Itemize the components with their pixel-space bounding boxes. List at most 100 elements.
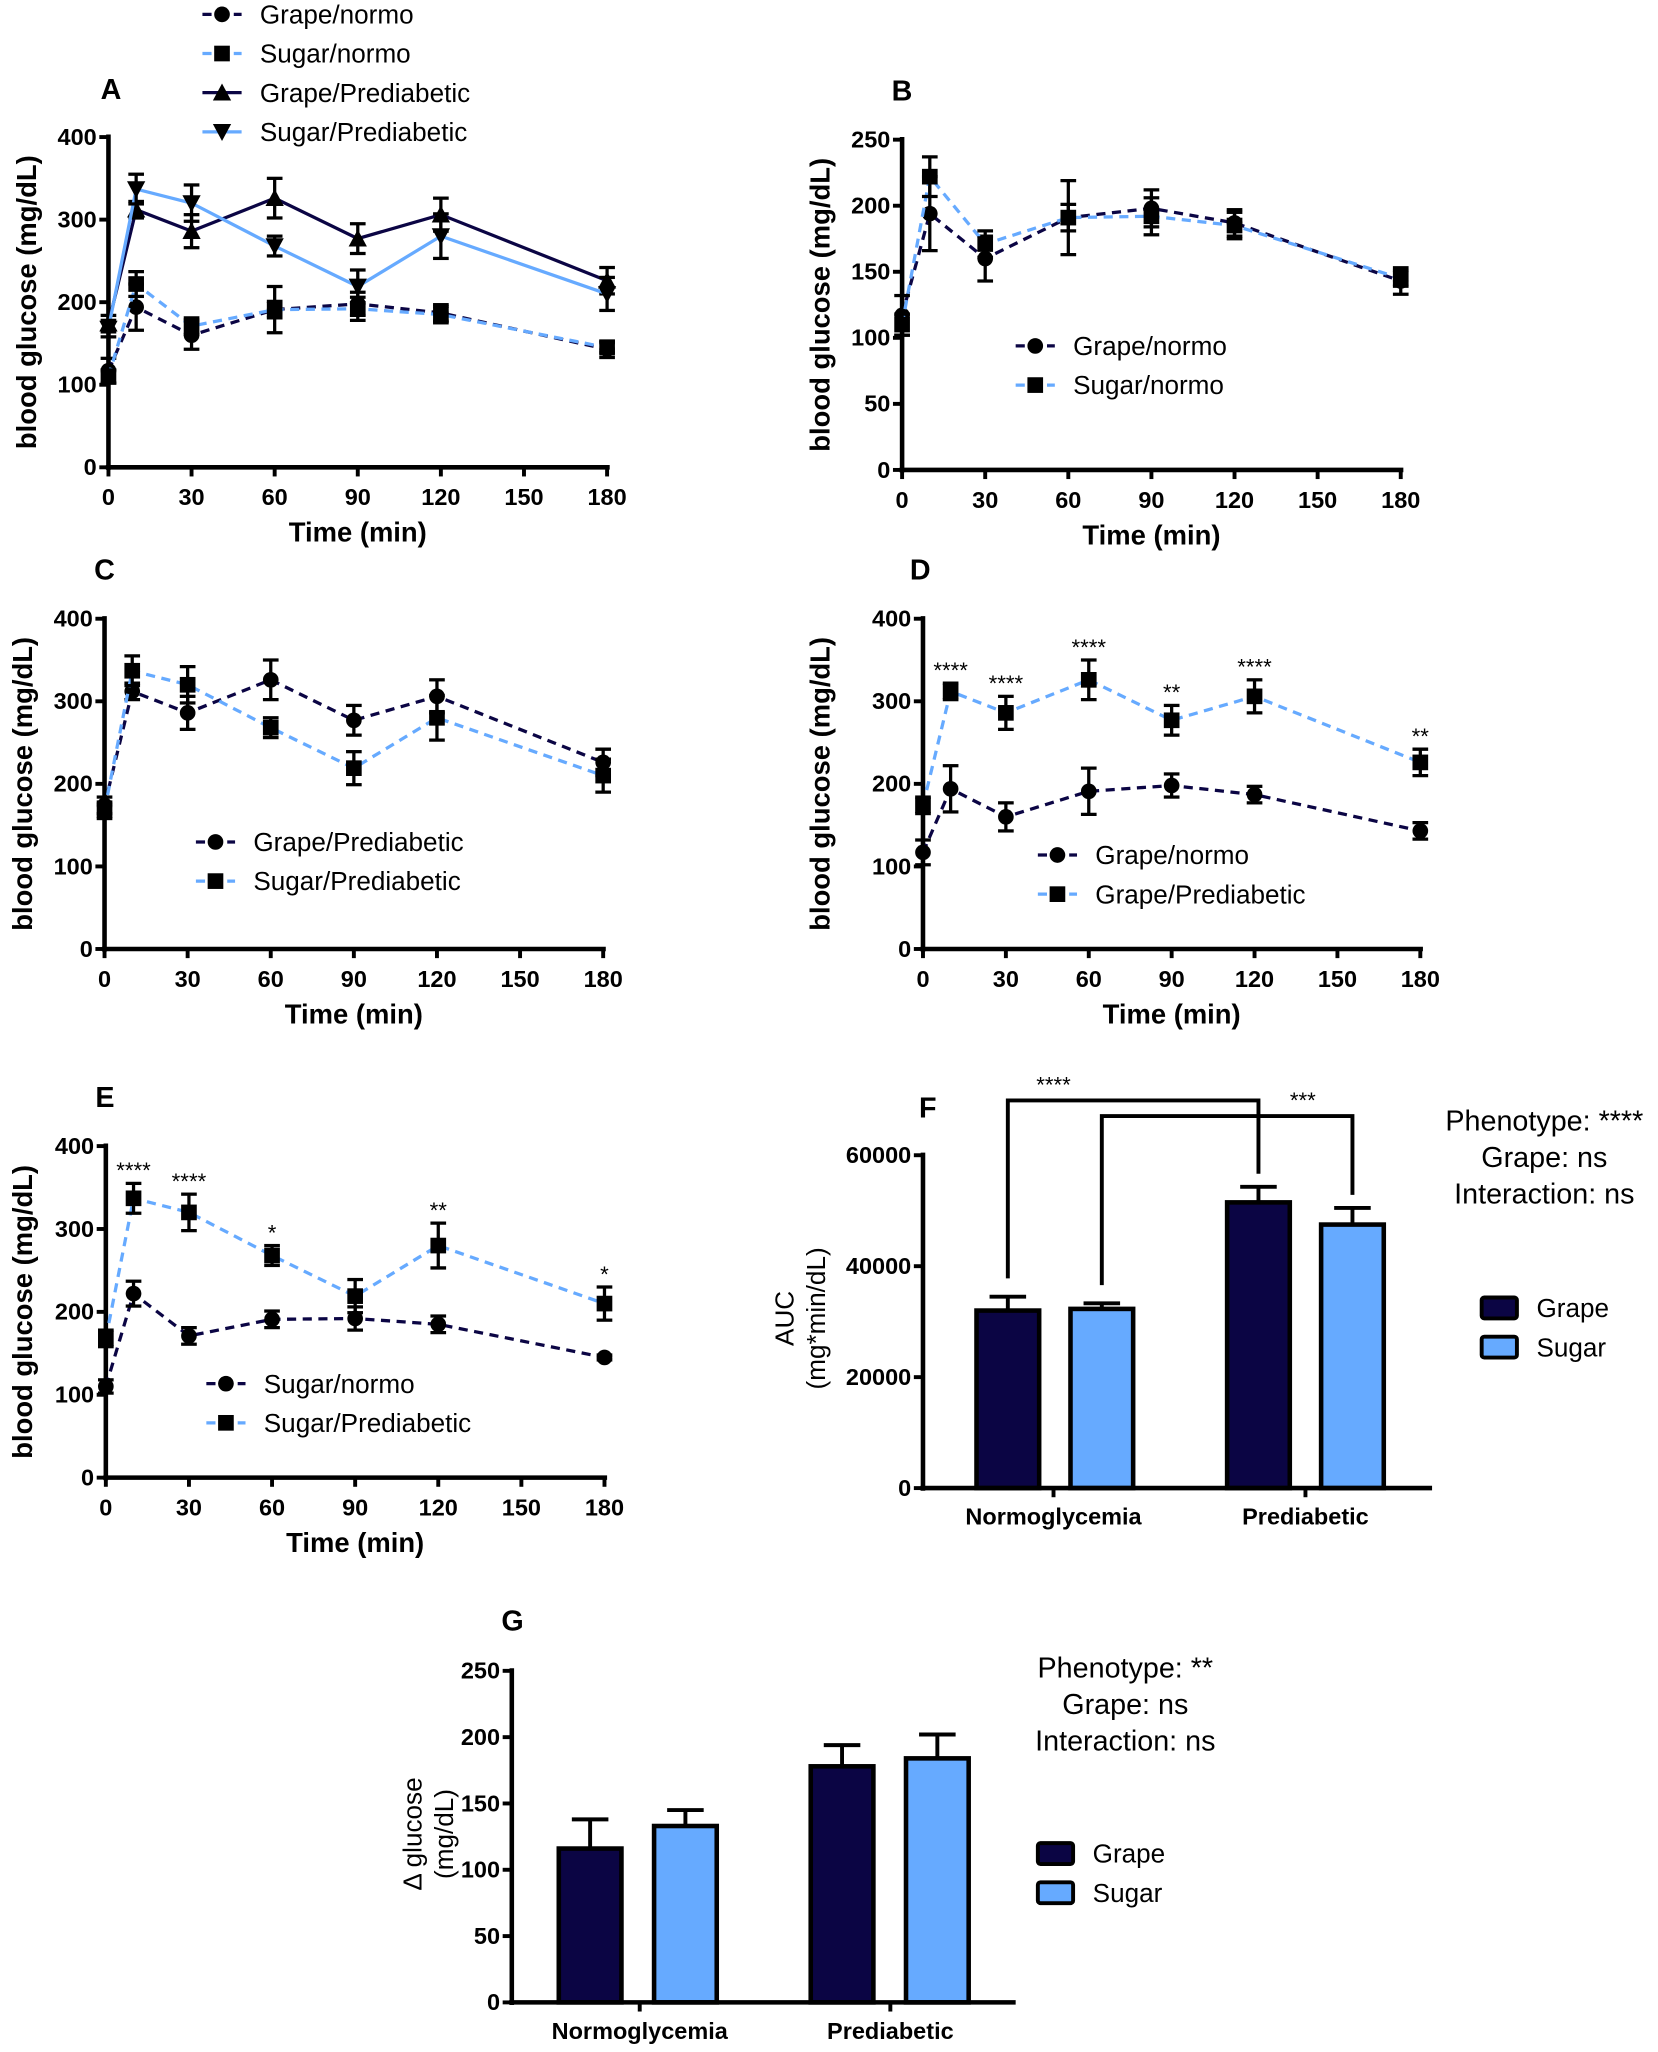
marker-circle bbox=[430, 1316, 447, 1333]
legend-label: Grape/Prediabetic bbox=[253, 827, 463, 857]
panel-g: G Grape Sugar 0 50 100 150 200 250 Normoglycemia P… bbox=[398, 1605, 1216, 2044]
legend-item: Grape/normo bbox=[1015, 331, 1227, 361]
marker-circle bbox=[1163, 777, 1180, 794]
x-tick-label: 0 bbox=[99, 1495, 112, 1521]
category-label: Normoglycemia bbox=[965, 1504, 1142, 1530]
y-tick-label: 200 bbox=[851, 193, 890, 219]
legend-label: Grape/normo bbox=[1073, 331, 1227, 361]
marker-square bbox=[1246, 688, 1263, 705]
bar bbox=[974, 1308, 1042, 1491]
panel-c: C 0 30 60 90 120 150 180 0 100 200 300 400 Time (min)… bbox=[7, 555, 623, 1030]
y-tick-label: 100 bbox=[55, 1382, 94, 1408]
x-axis-title: Time (min) bbox=[286, 1527, 424, 1558]
panel-f: F Grape Sugar 0 20000 40000 60000 Normoglycemia… bbox=[770, 1073, 1644, 1530]
x-tick-label: 30 bbox=[972, 487, 998, 513]
marker-square bbox=[1392, 270, 1409, 287]
x-tick-label: 0 bbox=[896, 487, 909, 513]
marker-circle bbox=[346, 712, 362, 729]
y-axis-title: blood glucose (mg/dL) bbox=[11, 155, 42, 449]
marker-square bbox=[894, 316, 910, 333]
marker-circle bbox=[915, 844, 931, 861]
series-0 bbox=[96, 658, 612, 816]
marker-square bbox=[1049, 886, 1066, 902]
x-tick-label: 30 bbox=[176, 1495, 202, 1521]
y-tick-label: 200 bbox=[872, 771, 911, 797]
y-tick-label: 0 bbox=[898, 1475, 911, 1501]
y-tick-label: 400 bbox=[55, 1133, 94, 1159]
marker-square bbox=[1163, 712, 1180, 729]
x-tick-label: 120 bbox=[1215, 487, 1254, 513]
marker-triangle-up bbox=[212, 83, 232, 101]
x-tick-label: 90 bbox=[1138, 487, 1164, 513]
y-tick-label: 100 bbox=[54, 853, 93, 879]
series-0 bbox=[98, 1279, 613, 1395]
marker-square bbox=[125, 1190, 142, 1207]
x-tick-label: 120 bbox=[421, 484, 460, 510]
marker-square bbox=[218, 1414, 234, 1431]
bar bbox=[903, 1756, 971, 2005]
y-tick-label: 0 bbox=[81, 1464, 94, 1490]
marker-circle bbox=[128, 299, 144, 315]
marker-triangle-down bbox=[348, 278, 367, 296]
y-tick-label: 250 bbox=[851, 127, 890, 153]
legend-label: Sugar/Prediabetic bbox=[264, 1408, 471, 1438]
y-tick-label: 100 bbox=[872, 853, 911, 879]
x-tick-label: 30 bbox=[178, 484, 204, 510]
y-tick-label: 300 bbox=[58, 206, 97, 232]
y-axis-title: Δ glucose bbox=[398, 1777, 428, 1890]
legend-label: Grape bbox=[1093, 1839, 1166, 1869]
marker-circle bbox=[1049, 847, 1066, 863]
x-tick-label: 150 bbox=[1298, 487, 1337, 513]
marker-square bbox=[183, 318, 200, 334]
legend-item: Grape/Prediabetic bbox=[202, 78, 470, 108]
legend-swatch bbox=[1035, 1841, 1076, 1866]
y-tick-label: 150 bbox=[851, 259, 890, 285]
marker-circle bbox=[1412, 823, 1429, 839]
legend-label: Grape/Prediabetic bbox=[260, 78, 470, 108]
y-tick-label: 50 bbox=[474, 1923, 500, 1949]
marker-circle bbox=[921, 205, 938, 222]
marker-square bbox=[596, 1295, 613, 1312]
y-tick-label: 300 bbox=[55, 1216, 94, 1242]
x-tick-label: 180 bbox=[587, 484, 626, 510]
stats-text: Interaction: ns bbox=[1035, 1725, 1215, 1757]
significance-label: **** bbox=[172, 1169, 207, 1194]
legend-item: Grape/Prediabetic bbox=[195, 827, 464, 857]
legend-label: Sugar/normo bbox=[264, 1369, 415, 1399]
marker-square bbox=[128, 276, 144, 292]
marker-square bbox=[1080, 671, 1097, 688]
marker-square bbox=[977, 236, 994, 252]
x-tick-label: 150 bbox=[502, 1495, 541, 1521]
y-tick-label: 100 bbox=[851, 325, 890, 351]
x-tick-label: 90 bbox=[341, 966, 367, 992]
y-tick-label: 100 bbox=[461, 1857, 500, 1883]
legend-label: Sugar bbox=[1536, 1332, 1606, 1362]
panel-letter: C bbox=[94, 555, 115, 587]
legend-item: Sugar/normo bbox=[1015, 370, 1224, 400]
legend-label: Grape bbox=[1536, 1293, 1609, 1323]
marker-square bbox=[1027, 377, 1044, 393]
y-tick-label: 200 bbox=[54, 771, 93, 797]
x-tick-label: 120 bbox=[417, 966, 456, 992]
marker-triangle-down bbox=[99, 320, 118, 338]
y-tick-label: 60000 bbox=[846, 1142, 911, 1168]
significance-bracket bbox=[1005, 1098, 1261, 1279]
marker-circle bbox=[942, 780, 959, 797]
x-tick-label: 90 bbox=[342, 1495, 368, 1521]
x-tick-label: 0 bbox=[916, 966, 929, 992]
marker-square bbox=[942, 683, 959, 700]
legend-swatch bbox=[1479, 1295, 1519, 1321]
marker-triangle-down bbox=[431, 228, 451, 246]
marker-triangle-down bbox=[597, 286, 617, 304]
marker-triangle-down bbox=[182, 195, 201, 213]
legend-item: Grape/normo bbox=[1037, 840, 1249, 870]
y-axis-title: blood glucose (mg/dL) bbox=[7, 1165, 38, 1459]
marker-square bbox=[921, 168, 938, 185]
x-tick-label: 60 bbox=[262, 484, 288, 510]
x-tick-label: 60 bbox=[1055, 487, 1081, 513]
y-tick-label: 20000 bbox=[846, 1364, 911, 1390]
y-axis-title: AUC bbox=[770, 1291, 800, 1346]
stats-text: Interaction: ns bbox=[1454, 1179, 1634, 1211]
legend-label: Sugar/Prediabetic bbox=[260, 117, 467, 147]
marker-square bbox=[998, 705, 1014, 721]
